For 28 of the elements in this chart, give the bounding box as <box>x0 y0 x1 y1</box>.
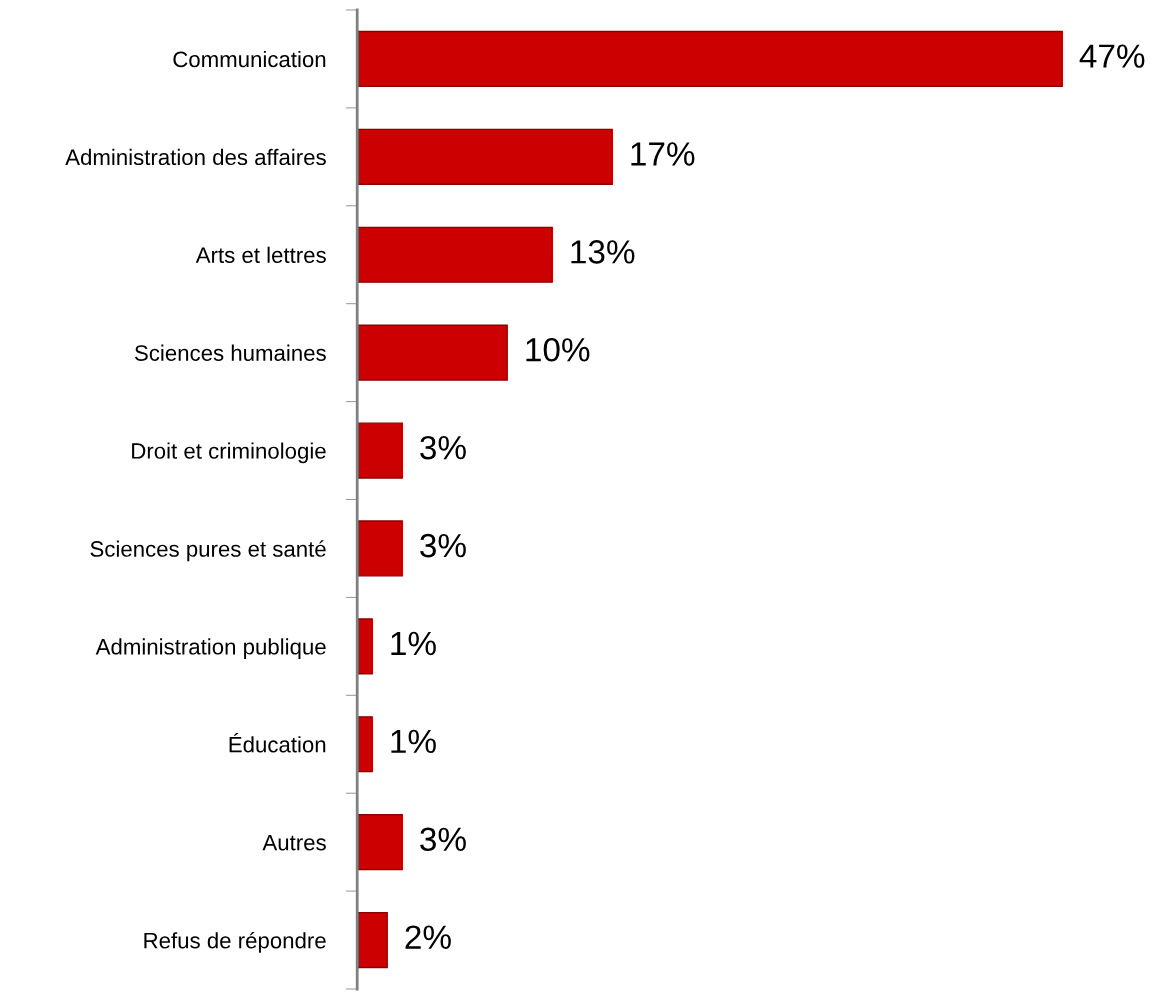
data-label: 1% <box>391 631 436 656</box>
y-tick-label: Refus de répondre <box>144 931 326 953</box>
data-label: 17% <box>631 142 695 166</box>
y-tick-label: Arts et lettres <box>195 246 326 264</box>
bar <box>357 911 388 969</box>
bar <box>357 30 1063 88</box>
data-label: 3% <box>420 533 466 558</box>
bar <box>357 814 403 871</box>
bar <box>357 226 553 283</box>
bar <box>357 520 403 577</box>
y-tick-label: Communication <box>173 50 326 68</box>
bar <box>357 324 508 381</box>
y-tick-label: Sciences pures et santé <box>90 540 326 562</box>
data-label: 2% <box>405 925 451 949</box>
y-tick-label: Administration des affaires <box>65 148 326 166</box>
y-tick-label: Éducation <box>229 733 326 753</box>
bar <box>357 128 613 185</box>
y-tick-label: Sciences humaines <box>134 344 326 361</box>
y-tick-label: Administration publique <box>95 638 326 660</box>
bar <box>357 422 403 479</box>
data-label: 3% <box>420 827 466 852</box>
y-tick-label: Droit et criminologie <box>132 442 326 464</box>
data-label: 13% <box>571 240 635 264</box>
data-label: 3% <box>420 435 466 460</box>
data-label: 10% <box>526 337 590 362</box>
y-tick-label: Autres <box>262 834 326 851</box>
data-label: 47% <box>1079 44 1145 68</box>
data-label: 1% <box>391 729 436 754</box>
